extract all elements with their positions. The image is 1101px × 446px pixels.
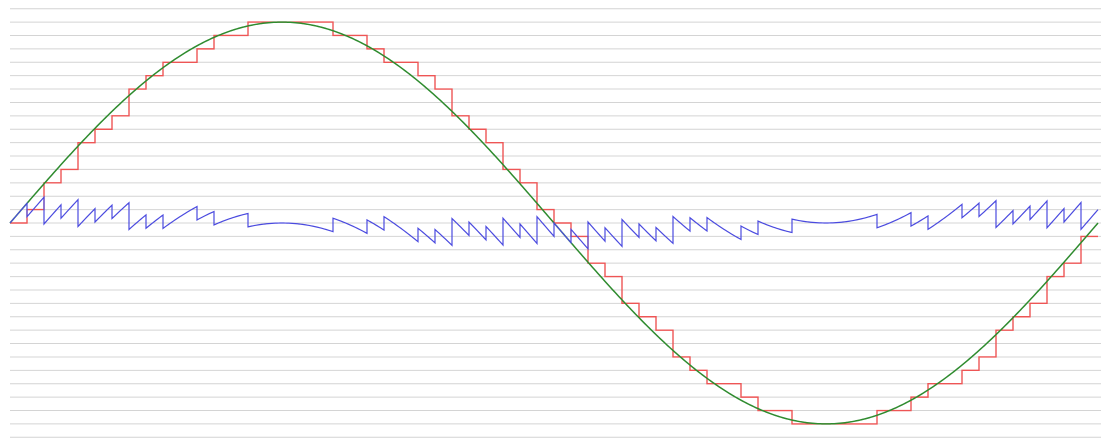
quantization-error-line — [9, 195, 1099, 251]
gridlines — [10, 8, 1101, 438]
